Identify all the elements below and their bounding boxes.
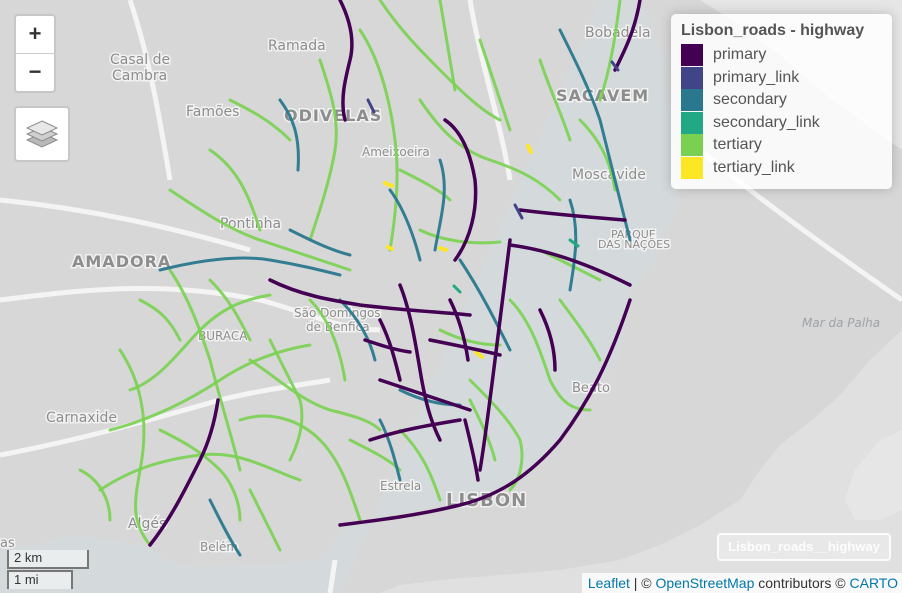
- place-estrela: Estrela: [380, 479, 421, 493]
- zoom-in-button[interactable]: +: [16, 16, 54, 54]
- place-buraca: BURACA: [198, 329, 248, 343]
- layer-name-label: Lisbon_roads__highway: [717, 533, 891, 561]
- layers-control-button[interactable]: [14, 106, 70, 162]
- attribution-separator: | ©: [633, 575, 652, 591]
- legend-item: primary_link: [681, 66, 882, 90]
- place-odivelas: ODIVELAS: [284, 106, 382, 125]
- place-moscavide: Moscavide: [572, 167, 646, 183]
- legend-swatch: [681, 66, 703, 89]
- place-carnaxide: Carnaxide: [46, 410, 117, 426]
- leaflet-link[interactable]: Leaflet: [587, 575, 630, 591]
- place-mar-da-palha: Mar da Palha: [802, 316, 880, 330]
- roads-tertiary-link[interactable]: [383, 144, 533, 359]
- legend-title: Lisbon_roads - highway: [681, 22, 865, 39]
- roads-primary[interactable]: [148, 0, 642, 547]
- legend-swatch: [681, 89, 703, 112]
- roads-secondary[interactable]: [158, 28, 632, 557]
- scale-metric: 2 km: [7, 550, 89, 569]
- legend-item: tertiary: [681, 134, 882, 157]
- legend-swatch: [681, 134, 703, 157]
- legend-swatch: [681, 44, 703, 67]
- layers-icon: [25, 120, 59, 148]
- place-ramada: Ramada: [268, 38, 326, 54]
- place-famoes: Famões: [186, 104, 239, 120]
- place-parque: PARQUE: [611, 228, 656, 241]
- legend-item: secondary: [681, 89, 882, 112]
- place-beato: Beato: [572, 381, 610, 396]
- south-bank-tip: [845, 430, 902, 520]
- place-amadora: AMADORA: [72, 252, 171, 271]
- place-pontinha: Pontinha: [220, 216, 281, 232]
- place-lisbon: LISBON: [446, 490, 527, 511]
- legend-swatch: [681, 111, 703, 134]
- openstreetmap-link[interactable]: OpenStreetMap: [655, 575, 755, 591]
- legend-item: primary: [681, 44, 882, 67]
- legend-label: primary_link: [713, 68, 800, 86]
- place-cambra: Cambra: [112, 68, 167, 84]
- legend-label: primary: [713, 46, 767, 64]
- legend-label: tertiary_link: [713, 158, 795, 176]
- legend-label: secondary_link: [713, 113, 820, 131]
- attribution-contributors: contributors ©: [758, 575, 846, 591]
- roads-secondary-link[interactable]: [452, 238, 580, 294]
- legend-label: tertiary: [713, 136, 762, 154]
- legend-label: secondary: [713, 91, 787, 109]
- scale-bar: 2 km 1 mi: [7, 550, 89, 589]
- legend-swatch: [681, 156, 703, 179]
- legend-item: secondary_link: [681, 111, 882, 135]
- carto-link[interactable]: CARTO: [849, 575, 899, 591]
- scale-imperial: 1 mi: [7, 570, 73, 589]
- south-bank: [380, 330, 902, 593]
- place-labels: Bobadela Casal de Cambra Ramada ODIVELAS…: [0, 24, 880, 556]
- place-as: as: [0, 536, 15, 551]
- place-de-benfica: de Benfica: [306, 320, 370, 334]
- place-das-nacoes: DAS NAÇÕES: [598, 238, 670, 251]
- place-casal-de: Casal de: [110, 52, 170, 68]
- attribution: Leaflet | © OpenStreetMap contributors ©…: [581, 573, 902, 593]
- zoom-control: + −: [14, 14, 56, 93]
- place-belem: Belém: [200, 540, 238, 554]
- zoom-out-button[interactable]: −: [28, 59, 42, 84]
- roads-primary-link[interactable]: [366, 60, 620, 220]
- legend: Lisbon_roads - highway primary primary_l…: [671, 14, 892, 189]
- legend-item: tertiary_link: [681, 156, 882, 180]
- place-bobadela: Bobadela: [585, 25, 651, 41]
- place-sao-domingos: São Domingos: [294, 306, 381, 320]
